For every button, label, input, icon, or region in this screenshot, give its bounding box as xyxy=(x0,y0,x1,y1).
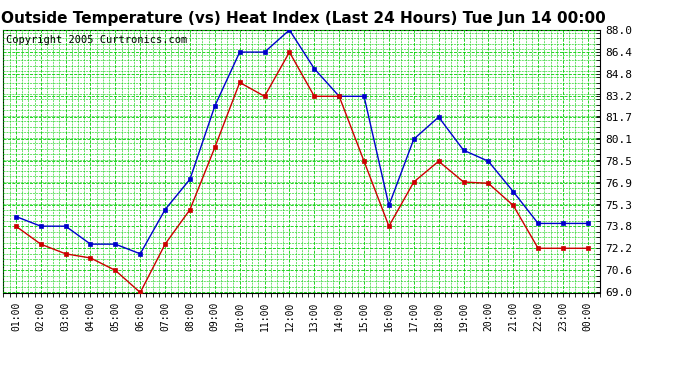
Text: Copyright 2005 Curtronics.com: Copyright 2005 Curtronics.com xyxy=(6,35,188,45)
Text: Outside Temperature (vs) Heat Index (Last 24 Hours) Tue Jun 14 00:00: Outside Temperature (vs) Heat Index (Las… xyxy=(1,11,606,26)
